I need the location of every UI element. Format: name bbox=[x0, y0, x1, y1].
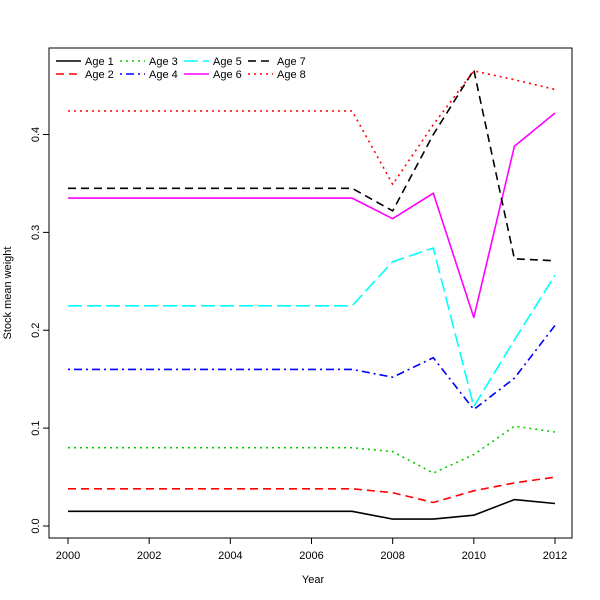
legend-label-4: Age 4 bbox=[149, 69, 178, 81]
x-axis-title: Year bbox=[302, 574, 325, 586]
series-layer bbox=[68, 69, 556, 520]
legend-label-2: Age 2 bbox=[85, 69, 114, 81]
y-axis: 0.0 0.1 0.2 0.3 0.4 bbox=[30, 127, 50, 534]
y-tick-label: 0.0 bbox=[30, 518, 42, 533]
y-tick-label: 0.4 bbox=[30, 127, 42, 142]
legend-label-3: Age 3 bbox=[149, 56, 178, 68]
y-axis-title: Stock mean weight bbox=[2, 247, 14, 340]
series-line-7 bbox=[68, 69, 556, 262]
legend-label-5: Age 5 bbox=[213, 56, 242, 68]
x-tick-label: 2000 bbox=[56, 550, 80, 562]
x-tick-label: 2006 bbox=[299, 550, 323, 562]
y-tick-label: 0.2 bbox=[30, 323, 42, 338]
series-line-2 bbox=[68, 476, 556, 504]
legend-label-8: Age 8 bbox=[277, 69, 306, 81]
x-tick-label: 2010 bbox=[462, 550, 486, 562]
legend-label-7: Age 7 bbox=[277, 56, 306, 68]
x-tick-label: 2002 bbox=[137, 550, 161, 562]
series-line-6 bbox=[68, 112, 556, 319]
legend-label-1: Age 1 bbox=[85, 56, 114, 68]
x-tick-label: 2004 bbox=[218, 550, 242, 562]
x-tick-label: 2008 bbox=[380, 550, 404, 562]
y-tick-label: 0.3 bbox=[30, 225, 42, 240]
series-line-4 bbox=[68, 324, 556, 411]
y-tick-label: 0.1 bbox=[30, 420, 42, 435]
series-line-5 bbox=[68, 247, 556, 408]
x-axis: 2000 2002 2004 2006 2008 2010 2012 bbox=[56, 537, 567, 562]
series-line-3 bbox=[68, 425, 556, 474]
x-tick-label: 2012 bbox=[543, 550, 567, 562]
legend-label-6: Age 6 bbox=[213, 69, 242, 81]
series-line-1 bbox=[68, 498, 556, 520]
